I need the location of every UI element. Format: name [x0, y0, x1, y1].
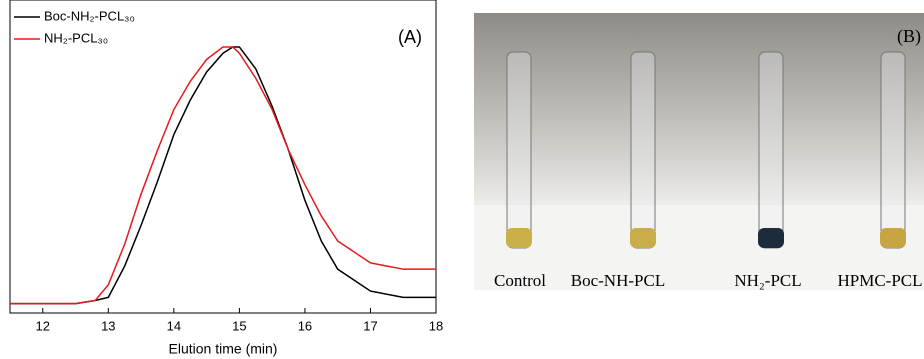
legend-label: Boc-NH₂-PCL₃₀: [44, 8, 135, 23]
legend-label: NH₂-PCL₃₀: [44, 30, 108, 45]
x-tick-label: 13: [101, 318, 115, 333]
x-tick-label: 17: [363, 318, 377, 333]
panel-label: (A): [398, 27, 422, 47]
table-surface: [474, 205, 924, 290]
panel-label: (B): [897, 26, 921, 47]
vial-label: HPMC-PCL: [837, 271, 922, 290]
x-tick-label: 14: [167, 318, 181, 333]
series-line: [10, 46, 436, 305]
vial-liquid: [630, 228, 656, 248]
vial-label: NH₂-PCL: [734, 271, 801, 290]
photo: (B) Control Boc-NH-PCL NH₂-PCL HPMC-PCL: [474, 13, 924, 290]
vial-liquid: [758, 228, 784, 248]
vial-label: Boc-NH-PCL: [571, 271, 665, 290]
vial: [506, 51, 532, 249]
x-tick-label: 15: [232, 318, 246, 333]
vial: [880, 51, 906, 249]
vial-liquid: [880, 228, 906, 248]
vial-label: Control: [494, 271, 546, 290]
vial: [758, 51, 784, 249]
x-tick-label: 18: [429, 318, 443, 333]
x-axis-label: Elution time (min): [169, 341, 278, 357]
x-tick-label: 16: [298, 318, 312, 333]
vial: [630, 51, 656, 249]
series-line: [10, 46, 436, 305]
vial-liquid: [506, 228, 532, 248]
plot-frame: [9, 0, 437, 314]
x-tick-label: 12: [36, 318, 50, 333]
